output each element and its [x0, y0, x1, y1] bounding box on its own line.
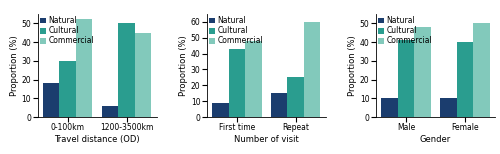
X-axis label: Travel distance (OD): Travel distance (OD)	[54, 135, 140, 144]
Bar	[398, 40, 414, 117]
Bar	[212, 103, 228, 117]
Bar	[43, 83, 60, 117]
X-axis label: Gender: Gender	[420, 135, 451, 144]
Bar	[118, 23, 134, 117]
Bar	[456, 42, 473, 117]
Bar	[473, 23, 490, 117]
Bar	[304, 22, 320, 117]
Bar	[382, 98, 398, 117]
Bar	[271, 93, 287, 117]
Y-axis label: Proportion (%): Proportion (%)	[10, 35, 18, 96]
Legend: Natural, Cultural, Commercial: Natural, Cultural, Commercial	[378, 15, 433, 46]
Bar	[76, 20, 92, 117]
Bar	[102, 106, 118, 117]
Bar	[228, 49, 245, 117]
Bar	[414, 27, 430, 117]
Bar	[288, 77, 304, 117]
Y-axis label: Proportion (%): Proportion (%)	[179, 35, 188, 96]
Legend: Natural, Cultural, Commercial: Natural, Cultural, Commercial	[208, 15, 264, 46]
Bar	[245, 41, 262, 117]
Y-axis label: Proportion (%): Proportion (%)	[348, 35, 357, 96]
X-axis label: Number of visit: Number of visit	[234, 135, 298, 144]
Bar	[440, 98, 456, 117]
Legend: Natural, Cultural, Commercial: Natural, Cultural, Commercial	[39, 15, 94, 46]
Bar	[134, 33, 151, 117]
Bar	[60, 61, 76, 117]
